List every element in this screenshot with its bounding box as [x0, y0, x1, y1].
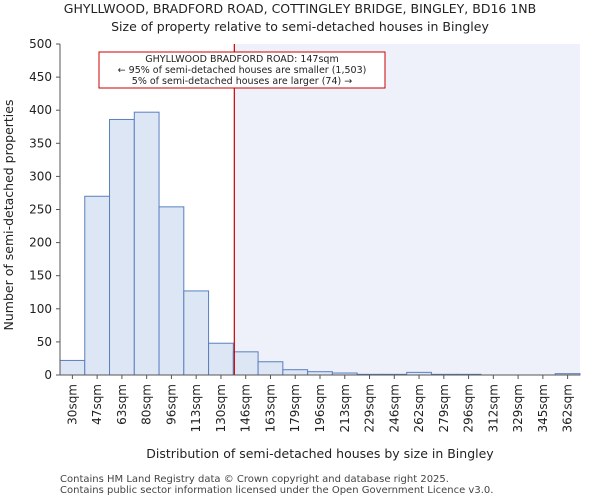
x-tick-label: 329sqm [511, 384, 525, 432]
x-tick-label: 30sqm [65, 384, 79, 425]
x-tick-label: 163sqm [263, 384, 277, 432]
bar [208, 342, 234, 376]
x-tick-label: 246sqm [387, 384, 401, 432]
x-tick-label: 296sqm [462, 384, 476, 432]
bar [109, 118, 135, 376]
x-tick-label: 279sqm [437, 384, 451, 432]
x-axis-ticks: 30sqm 47sqm 63sqm 80sqm 96sqm 113sqm 130sqm 146… [65, 375, 575, 432]
y-axis-title: Number of semi-detached properties [1, 100, 16, 331]
x-tick-label: 213sqm [338, 384, 352, 432]
bar [158, 206, 185, 376]
x-tick-label: 146sqm [239, 384, 253, 432]
y-tick-label: 200 [29, 236, 52, 250]
y-tick-label: 0 [44, 368, 52, 382]
x-tick-label: 130sqm [214, 384, 228, 432]
y-tick-label: 350 [29, 136, 52, 150]
annotation-frame [98, 51, 386, 89]
y-tick-label: 400 [29, 103, 52, 117]
y-tick-label: 300 [29, 169, 52, 183]
y-tick-label: 450 [29, 70, 52, 84]
y-tick-label: 100 [29, 302, 52, 316]
x-tick-label: 47sqm [90, 384, 104, 425]
larger-region-highlight [234, 44, 581, 375]
bar [133, 111, 160, 376]
x-axis-title: Distribution of semi-detached houses by … [146, 446, 494, 461]
bar [59, 359, 86, 376]
footer-licence: Contains public sector information licen… [60, 485, 494, 496]
x-tick-label: 345sqm [536, 384, 550, 432]
annotation-line-1: GHYLLWOOD BRADFORD ROAD: 147sqm [145, 54, 338, 65]
x-tick-label: 179sqm [288, 384, 302, 432]
y-tick-label: 500 [29, 37, 52, 51]
annotation-box: GHYLLWOOD BRADFORD ROAD: 147sqm ← 95% of… [98, 51, 386, 89]
bars [59, 111, 581, 376]
chart-subtitle: Size of property relative to semi-detach… [111, 19, 489, 34]
bar [232, 351, 259, 376]
x-tick-label: 196sqm [313, 384, 327, 432]
bar [257, 361, 284, 376]
y-tick-label: 150 [29, 269, 52, 283]
y-tick-label: 250 [29, 203, 52, 217]
x-tick-label: 312sqm [486, 384, 500, 432]
x-tick-label: 229sqm [363, 384, 377, 432]
footer-copyright: Contains HM Land Registry data © Crown c… [60, 474, 449, 485]
annotation-line-2: ← 95% of semi-detached houses are smalle… [118, 65, 367, 76]
x-tick-label: 262sqm [412, 384, 426, 432]
y-axis-ticks: 0 50 100 150 200 250 300 350 400 450 500 [29, 37, 60, 382]
x-tick-label: 63sqm [115, 384, 129, 425]
x-tick-label: 96sqm [164, 384, 178, 425]
bar [183, 290, 210, 376]
y-tick-label: 50 [37, 335, 52, 349]
bar [282, 369, 309, 376]
bar [84, 195, 111, 376]
chart-title: GHYLLWOOD, BRADFORD ROAD, COTTINGLEY BRI… [64, 1, 536, 16]
x-tick-label: 362sqm [561, 384, 575, 432]
x-tick-label: 80sqm [140, 384, 154, 425]
annotation-line-3: 5% of semi-detached houses are larger (7… [132, 76, 352, 87]
x-tick-label: 113sqm [189, 384, 203, 432]
